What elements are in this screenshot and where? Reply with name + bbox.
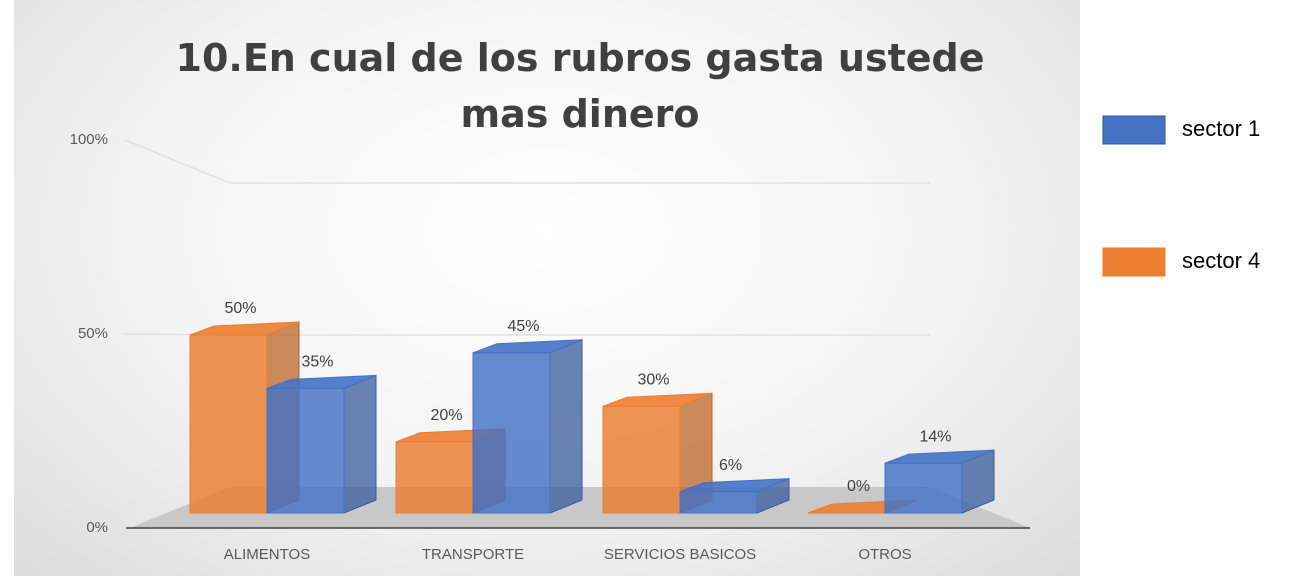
bar: [266, 387, 345, 514]
data-label: 20%: [430, 407, 462, 424]
x-tick-label: TRANSPORTE: [422, 546, 524, 563]
chart-title: 10.En cual de los rubros gasta ustede ma…: [175, 36, 985, 136]
data-label: 6%: [719, 457, 742, 474]
x-tick-label: ALIMENTOS: [224, 546, 310, 563]
x-tick-label: SERVICIOS BASICOS: [604, 546, 756, 563]
bar: [602, 405, 681, 514]
data-label: 50%: [224, 300, 256, 317]
bar: [395, 441, 474, 514]
x-tick-label: OTROS: [858, 546, 911, 563]
data-label: 0%: [847, 478, 870, 495]
data-label: 14%: [919, 428, 951, 445]
legend-swatch: [1102, 115, 1166, 145]
bar: [472, 352, 551, 514]
legend-swatch: [1102, 247, 1166, 277]
bar: [189, 334, 268, 514]
data-label: 30%: [637, 371, 669, 388]
y-tick-label: 100%: [70, 131, 108, 148]
bar-side: [549, 339, 583, 514]
bar: [884, 462, 963, 514]
grid-line: [124, 139, 930, 184]
y-tick-label: 0%: [86, 519, 108, 536]
legend-label: sector 1: [1182, 116, 1260, 141]
legend-label: sector 4: [1182, 248, 1260, 273]
bar-side: [343, 374, 377, 514]
bar: [679, 491, 758, 514]
y-tick-label: 50%: [78, 325, 108, 342]
data-label: 45%: [507, 318, 539, 335]
data-label: 35%: [301, 354, 333, 371]
